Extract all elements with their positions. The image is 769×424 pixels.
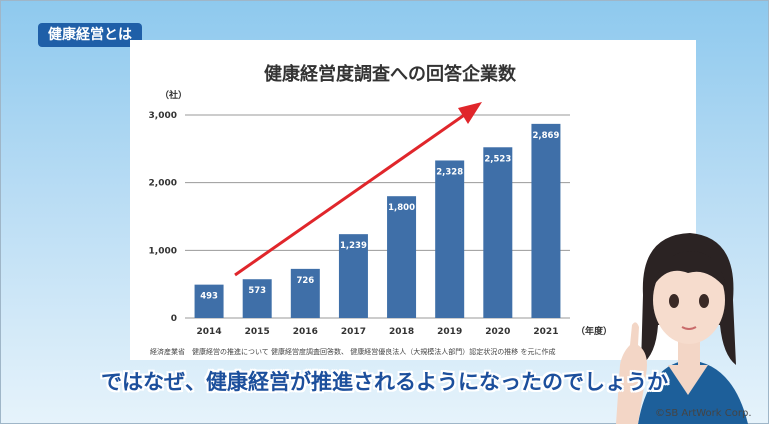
chart-slide: 健康経営度調査への回答企業数 （社） 0 1,000 2,000 3,000 493 201… <box>130 40 696 360</box>
data-label: 2,523 <box>484 154 511 164</box>
x-tick-label: 2016 <box>293 327 318 337</box>
x-tick-label: 2017 <box>341 327 366 337</box>
x-tick-label: 2019 <box>437 327 462 337</box>
data-label: 573 <box>248 286 266 296</box>
section-tag: 健康経営とは <box>38 23 142 47</box>
y-axis-label: （社） <box>160 89 187 101</box>
bar <box>338 234 368 318</box>
data-label: 1,800 <box>388 203 415 213</box>
trend-arrow-head <box>458 102 482 124</box>
trend-arrow-line <box>234 109 471 277</box>
data-label: 493 <box>200 292 218 302</box>
y-tick-label: 3,000 <box>149 111 177 121</box>
bar <box>290 268 320 318</box>
source-note: 経済産業省 健康経営の推進について 健康経営度調査回答数、 健康経営優良法人（大… <box>150 348 556 356</box>
bar <box>435 160 465 318</box>
bar-chart: （社） 0 1,000 2,000 3,000 493 2014 573 2015 726 2016… <box>149 89 612 337</box>
y-tick-label: 1,000 <box>149 246 177 256</box>
bar <box>531 123 561 318</box>
bar <box>387 196 417 318</box>
y-tick-label: 2,000 <box>149 179 177 189</box>
bar <box>194 284 224 318</box>
x-tick-label: 2015 <box>245 327 270 337</box>
copyright-text: ©SB ArtWork Corp. <box>655 408 752 419</box>
data-label: 2,869 <box>532 131 559 141</box>
bar <box>242 279 272 318</box>
x-tick-label: 2018 <box>389 327 414 337</box>
chart-title: 健康経営度調査への回答企業数 <box>264 64 516 85</box>
x-tick-label: 2021 <box>533 327 558 337</box>
data-label: 726 <box>296 276 314 286</box>
bar <box>483 147 513 318</box>
presenter-avatar <box>616 233 748 424</box>
subtitle-caption: ではなぜ、健康経営が推進されるようになったのでしょうか <box>101 370 668 394</box>
x-axis-label: （年度） <box>576 325 612 337</box>
y-tick-label: 0 <box>171 314 177 324</box>
data-label: 2,328 <box>436 167 463 177</box>
x-tick-label: 2020 <box>485 327 510 337</box>
data-label: 1,239 <box>340 241 367 251</box>
x-tick-label: 2014 <box>197 327 222 337</box>
